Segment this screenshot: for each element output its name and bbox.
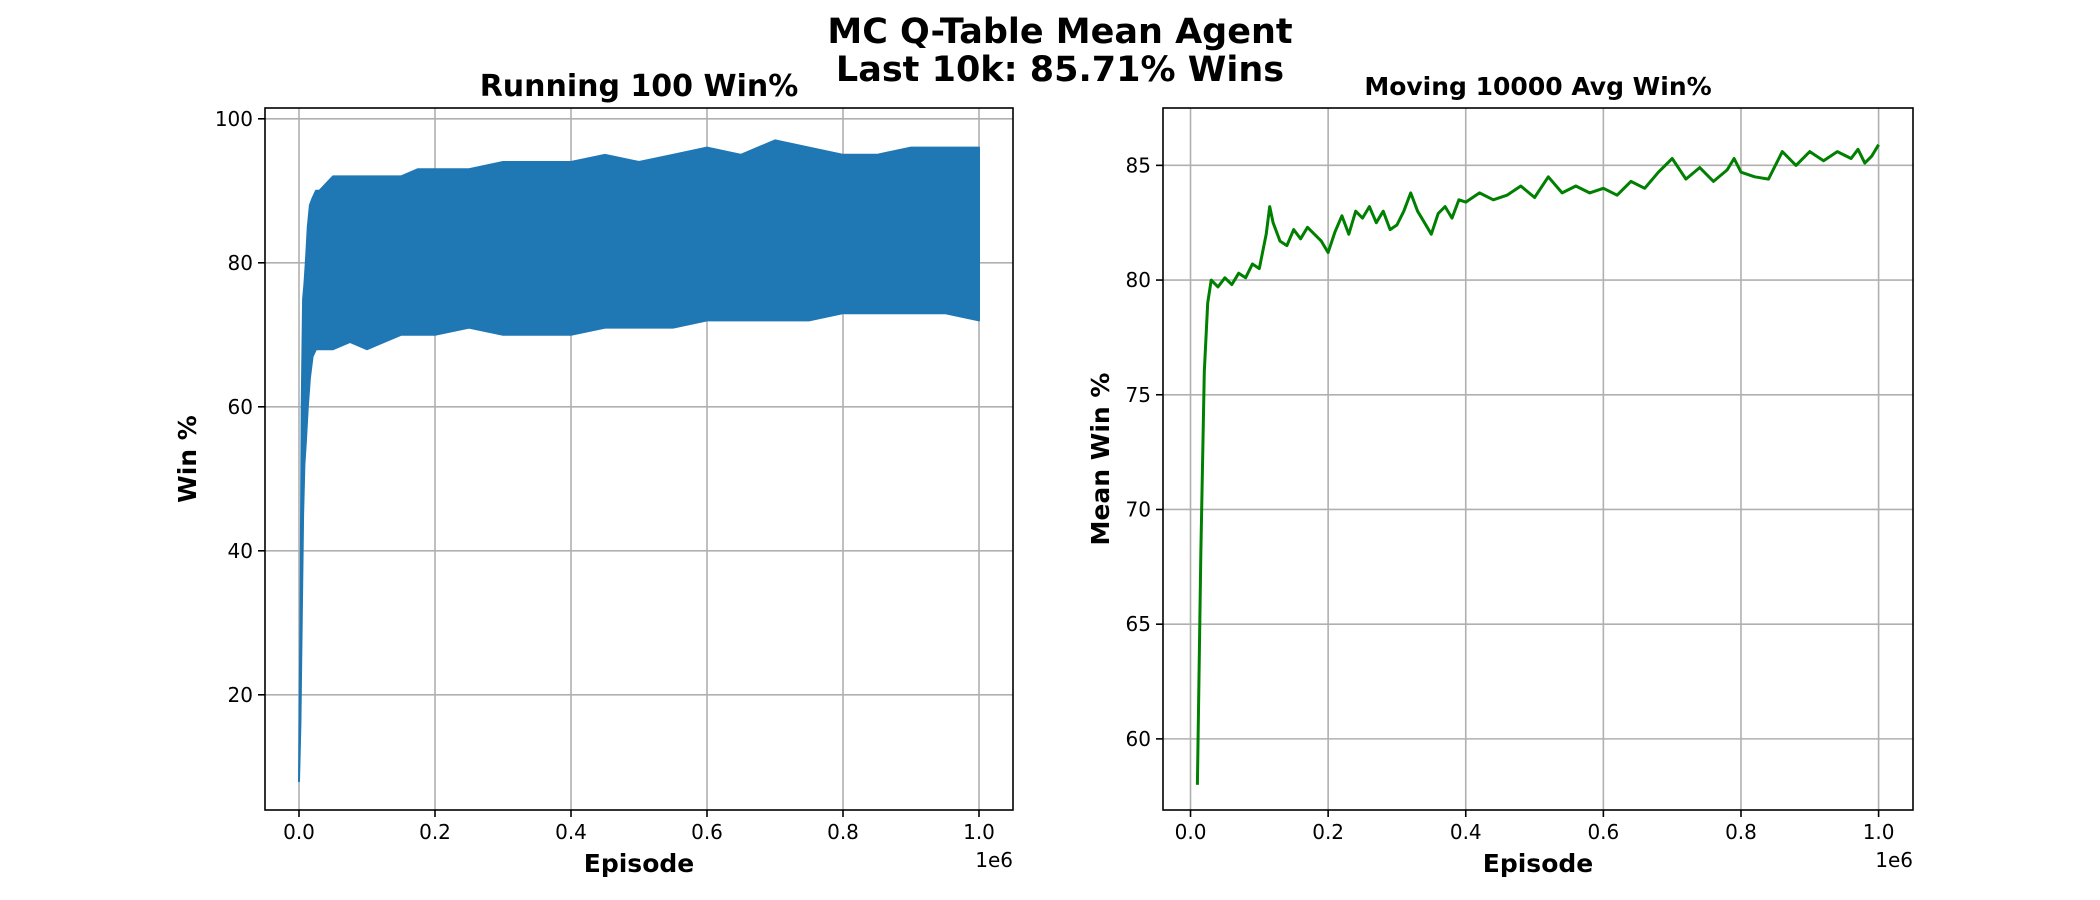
right-x-offset-label: 1e6 [1875,848,1913,872]
y-tick-label: 100 [215,107,253,131]
y-tick-label: 60 [1126,727,1151,751]
y-tick-label: 80 [228,251,253,275]
moving-avg-chart: 0.0 0.2 0.4 0.6 0.8 1.0 60 65 70 75 80 85 Moving 10… [1086,72,1914,878]
right-plot-area [1195,143,1880,785]
y-tick-label: 80 [1126,268,1151,292]
x-tick-label: 0.4 [1450,820,1482,844]
y-tick-label: 85 [1126,153,1151,177]
x-tick-label: 1.0 [1863,820,1895,844]
y-tick-label: 75 [1126,383,1151,407]
x-tick-label: 0.0 [1175,820,1207,844]
x-tick-label: 0.8 [1725,820,1757,844]
figure-title-line2: Last 10k: 85.71% Wins [836,50,1284,90]
series-line [298,139,980,783]
running-win-chart: 0.0 0.2 0.4 0.6 0.8 1.0 20 40 60 80 100 Running 10… [173,69,1014,878]
y-tick-label: 60 [228,395,253,419]
left-ticks: 0.0 0.2 0.4 0.6 0.8 1.0 20 40 60 80 100 [215,107,995,844]
right-ticks: 0.0 0.2 0.4 0.6 0.8 1.0 60 65 70 75 80 85 [1126,153,1895,844]
right-grid [1163,108,1913,810]
x-tick-label: 0.2 [419,820,451,844]
x-tick-label: 0.0 [283,820,315,844]
right-chart-title: Moving 10000 Avg Win% [1364,72,1711,101]
left-x-axis-label: Episode [584,849,694,878]
right-axes-frame [1162,107,1914,811]
left-y-axis-label: Win % [173,415,202,503]
left-plot-area [298,139,980,783]
left-x-offset-label: 1e6 [975,848,1013,872]
y-tick-label: 40 [228,539,253,563]
x-tick-label: 0.6 [691,820,723,844]
left-axes-frame [264,107,1014,811]
x-tick-label: 0.8 [827,820,859,844]
y-tick-label: 70 [1126,497,1151,521]
right-x-axis-label: Episode [1483,849,1593,878]
y-tick-label: 20 [228,683,253,707]
figure-title-line1: MC Q-Table Mean Agent [827,12,1292,52]
x-tick-label: 0.6 [1587,820,1619,844]
x-tick-label: 1.0 [963,820,995,844]
right-y-axis-label: Mean Win % [1086,373,1115,546]
series-line [1195,143,1880,785]
x-tick-label: 0.2 [1312,820,1344,844]
left-chart-title: Running 100 Win% [480,69,799,104]
y-tick-label: 65 [1126,612,1151,636]
x-tick-label: 0.4 [555,820,587,844]
